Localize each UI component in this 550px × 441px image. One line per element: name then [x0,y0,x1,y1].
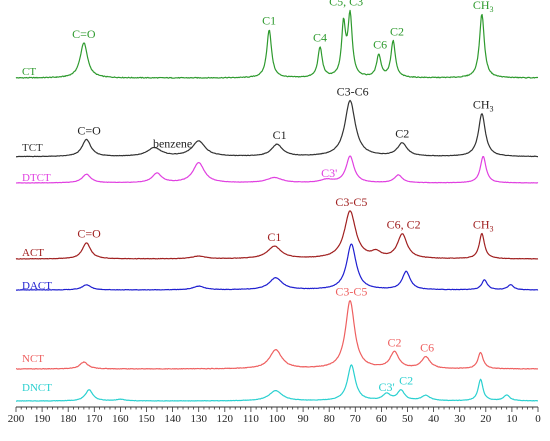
x-tick-label: 90 [298,413,310,425]
peak-label: C=O [72,27,96,41]
peak-label: C2 [395,127,409,141]
series-line-dtct [15,155,539,184]
x-tick-label: 140 [164,413,181,425]
x-tick-label: 130 [190,413,207,425]
series-line-nct [15,300,539,370]
peak-label: C3-C5 [335,195,367,209]
x-tick-label: 110 [243,413,260,425]
peak-label: benzene [153,136,192,150]
x-tick-label: 0 [535,413,541,425]
series-name-nct: NCT [22,353,44,365]
series-labels: CT TCT DTCT ACT DACT NCT DNCT [22,66,52,394]
series-line-dact [15,243,539,291]
peak-label: C1 [273,128,287,142]
series-line-dnct [16,364,539,402]
series-name-tct: TCT [22,142,43,154]
series-name-act: ACT [22,247,44,259]
peak-label: C3' [379,380,395,394]
series-name-dtct: DTCT [22,172,51,184]
x-tick-label: 50 [402,413,414,425]
peak-label: C=O [77,123,101,137]
x-axis: 200 190 180 170 160 150 140 130 120 110 100 90 80 70 6… [8,406,541,425]
x-tick-label: 60 [376,413,388,425]
peak-label: CH3 [473,217,494,233]
peak-label: C2 [390,24,404,38]
x-tick-label: 100 [269,413,286,425]
peak-label: C=O [77,227,101,241]
x-tick-label: 160 [112,413,129,425]
series-name-dact: DACT [22,280,52,292]
x-tick-label: 180 [60,413,77,425]
series-line-act [15,210,539,260]
peak-label: C6, C2 [387,218,421,232]
series-line-ct [15,9,539,79]
peak-label: C6 [420,341,434,355]
peak-label: C1 [267,230,281,244]
x-tick-label: 70 [350,413,362,425]
x-tick-label: 20 [480,413,492,425]
peak-label: C6 [373,38,387,52]
x-tick-label: 10 [506,413,518,425]
x-tick-label: 30 [454,413,466,425]
peak-label: C3-C6 [337,85,369,99]
x-tick-label: 120 [217,413,234,425]
peak-label: C2 [399,374,413,388]
peak-label: C3' [321,166,337,180]
x-tick-label: 150 [138,413,155,425]
peak-label: C2 [387,335,401,349]
peak-label: CH3 [473,0,494,14]
x-tick-label: 190 [34,413,51,425]
series-line-tct [15,99,539,158]
series-name-ct: CT [22,66,36,78]
x-tick-label: 80 [324,413,336,425]
peak-label: CH3 [473,98,494,114]
peak-label: C4 [313,31,327,45]
series-name-dnct: DNCT [22,382,52,394]
peak-label: C1 [262,14,276,28]
x-tick-label: 200 [8,413,25,425]
x-tick-label: 170 [86,413,103,425]
x-tick-label: 40 [428,413,440,425]
spectrum-traces [15,9,539,402]
peak-label: C5, C3 [329,0,363,9]
peak-label: C3-C5 [335,285,367,299]
